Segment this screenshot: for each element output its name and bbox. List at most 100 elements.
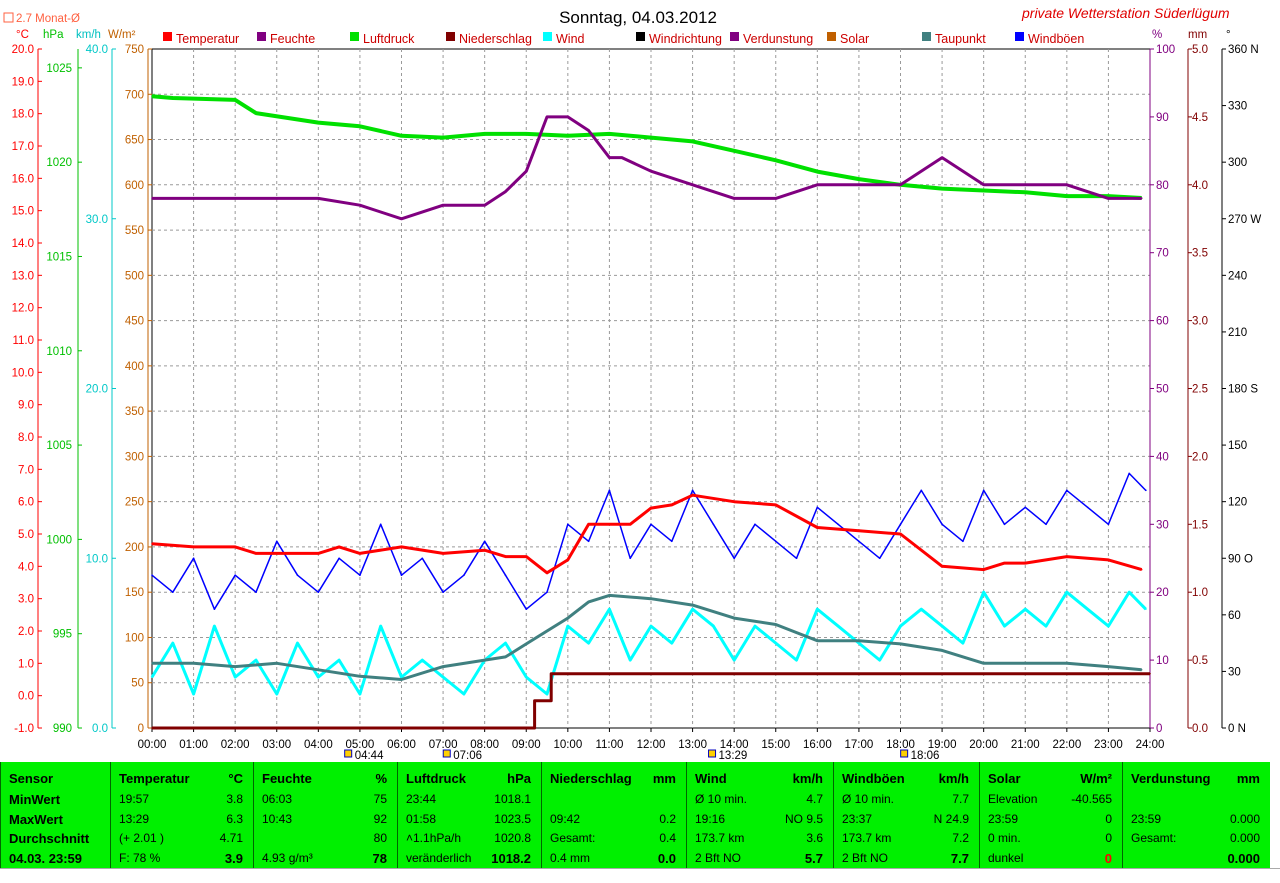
summary-row-value: NO 9.5 — [784, 812, 823, 826]
rain-axis-tick: 3.5 — [1192, 248, 1208, 260]
summary-row-label: Ø 10 min. — [695, 792, 748, 806]
data-point-temperatur — [670, 504, 673, 506]
solar-axis-tick: 750 — [125, 44, 144, 56]
summary-row-value: 7.2 — [952, 831, 969, 845]
event-label: 07:06 — [453, 750, 482, 762]
legend-swatch — [446, 32, 455, 41]
data-point-windböen — [359, 574, 361, 577]
direction-axis-tick: 180 S — [1228, 384, 1258, 396]
summary-row-value: 3.6 — [806, 831, 823, 845]
summary-panel: Verdunstung mm 23:59 0.000 Gesamt: 0.000 0.000 — [1122, 762, 1270, 868]
summary-panel-title: Luftdruck hPa — [406, 771, 531, 786]
data-point-wind — [504, 642, 507, 644]
direction-axis-tick: 30 — [1228, 666, 1241, 678]
summary-row-label: MaxWert — [9, 812, 63, 827]
solar-axis-tick: 400 — [125, 361, 144, 373]
time-tick: 11:00 — [595, 739, 623, 751]
data-point-taupunkt — [525, 643, 528, 645]
time-tick: 13:00 — [678, 739, 707, 751]
solar-axis-tick: 50 — [131, 678, 144, 690]
data-point-windböen — [1003, 523, 1006, 526]
data-point-taupunkt — [483, 659, 486, 661]
summary-row-value: 0.2 — [659, 812, 676, 826]
summary-panel: Windböen km/h Ø 10 min. 7.7 23:37 N 24.9 173.7… — [833, 762, 979, 868]
temp-axis-tick: -1.0 — [14, 723, 34, 735]
data-point-feuchte — [774, 197, 777, 200]
data-point-temperatur — [1107, 559, 1110, 561]
data-point-feuchte — [608, 156, 611, 159]
data-point-luftdruck — [650, 136, 652, 139]
data-point-temperatur — [275, 552, 278, 555]
summary-row-label: F: 78 % — [119, 851, 161, 865]
data-point-temperatur — [1024, 562, 1027, 564]
data-point-windböen — [442, 591, 444, 593]
data-point-luftdruck — [816, 170, 819, 173]
legend-label: Luftdruck — [363, 32, 415, 46]
data-point-luftdruck — [171, 97, 174, 99]
time-tick: 21:00 — [1011, 739, 1040, 751]
series-line-niederschlag — [152, 672, 1150, 730]
summary-row-value: 0.000 — [1227, 851, 1260, 866]
data-point-wind — [442, 676, 444, 678]
unit-wind: km/h — [76, 29, 101, 41]
data-point-feuchte — [359, 204, 361, 206]
time-tick: 17:00 — [845, 739, 874, 751]
humidity-axis-tick: 60 — [1156, 316, 1169, 328]
data-point-windböen — [858, 540, 860, 543]
data-point-wind — [691, 608, 694, 610]
humidity-axis-tick: 50 — [1156, 384, 1169, 396]
data-point-luftdruck — [1107, 195, 1110, 197]
temp-axis-tick: 7.0 — [18, 464, 34, 476]
solar-axis-tick: 150 — [125, 587, 144, 599]
solar-axis-tick: 0 — [138, 723, 144, 735]
data-point-luftdruck — [982, 189, 985, 192]
data-point-luftdruck — [1066, 195, 1068, 197]
data-point-taupunkt — [587, 601, 590, 603]
summary-row-label: Ø 10 min. — [842, 792, 895, 806]
time-tick: 04:00 — [304, 739, 333, 751]
data-point-taupunkt — [546, 630, 548, 632]
pressure-axis-tick: 1020 — [46, 157, 72, 169]
summary-panel-title: Sensor — [9, 771, 54, 786]
temp-axis-tick: 19.0 — [12, 76, 34, 88]
data-point-taupunkt — [234, 665, 236, 668]
data-point-windböen — [1045, 523, 1047, 526]
data-point-windböen — [712, 523, 715, 526]
summary-row-label: 04.03. 23:59 — [9, 851, 83, 866]
data-point-luftdruck — [1024, 191, 1027, 194]
unit-temp: °C — [16, 29, 29, 41]
data-point-windböen — [733, 557, 735, 560]
summary-row-label: Durchschnitt — [9, 831, 90, 846]
data-point-taupunkt — [567, 617, 569, 619]
data-point-wind — [754, 625, 756, 627]
time-tick: 14:00 — [720, 739, 749, 751]
wind-axis-tick: 0.0 — [92, 723, 108, 735]
data-point-taupunkt — [275, 662, 278, 665]
data-point-temperatur — [400, 546, 403, 548]
data-point-niederschlag — [151, 727, 153, 729]
data-point-temperatur — [504, 555, 507, 558]
summary-row-value: 1018.1 — [494, 792, 531, 806]
summary-panel-title: Windböen km/h — [842, 771, 969, 786]
month-avg-checkbox[interactable] — [3, 12, 14, 23]
legend-swatch — [922, 32, 931, 41]
data-point-taupunkt — [400, 678, 403, 681]
data-point-taupunkt — [1140, 669, 1143, 671]
time-tick: 12:00 — [637, 739, 666, 751]
solar-axis-tick: 100 — [125, 632, 144, 644]
data-point-luftdruck — [359, 125, 361, 128]
data-point-temperatur — [629, 523, 632, 526]
data-point-wind — [463, 693, 465, 695]
time-tick: 02:00 — [221, 739, 250, 751]
data-point-feuchte — [317, 197, 320, 200]
data-point-luftdruck — [317, 121, 320, 124]
summary-row-value: 75 — [373, 792, 387, 806]
data-point-feuchte — [379, 211, 382, 213]
data-point-windböen — [1066, 489, 1068, 492]
summary-row-label: 23:59 — [1131, 812, 1162, 826]
data-point-wind — [795, 659, 798, 661]
rain-axis-tick: 4.5 — [1192, 112, 1208, 124]
summary-row-value: 0 — [1105, 812, 1112, 826]
event-label: 18:06 — [911, 750, 940, 762]
summary-row-value: 4.7 — [806, 792, 823, 806]
